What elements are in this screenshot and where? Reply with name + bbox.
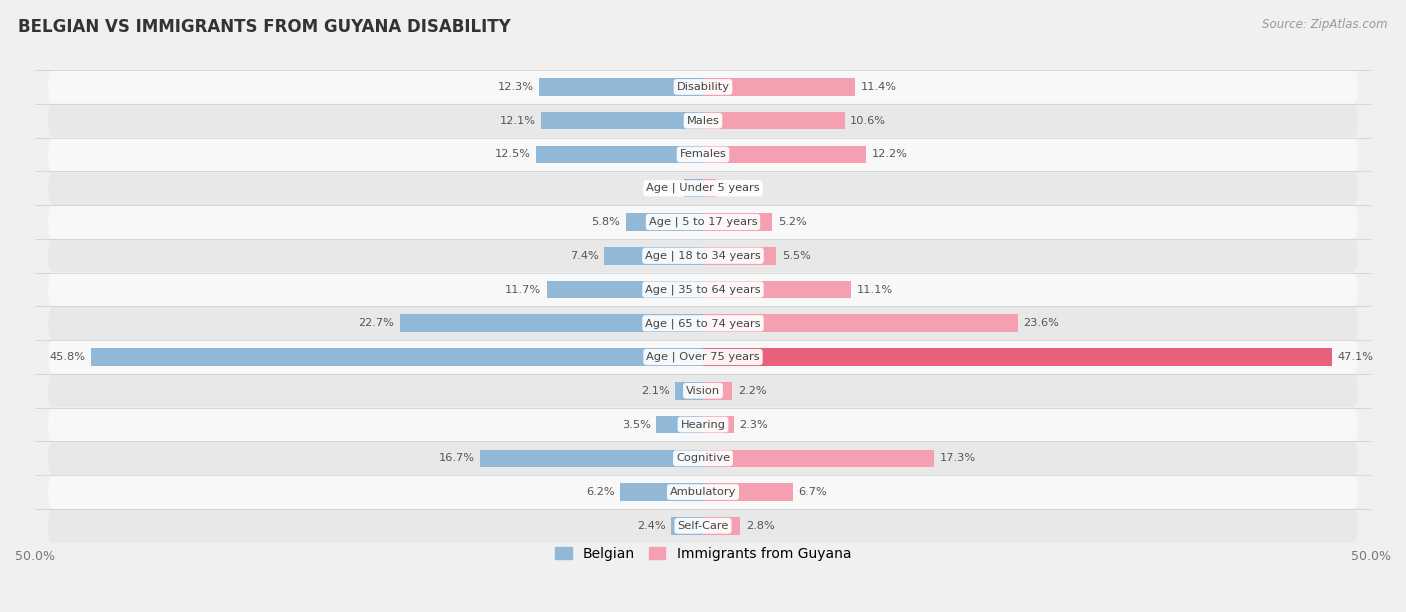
Text: Hearing: Hearing	[681, 420, 725, 430]
FancyBboxPatch shape	[48, 171, 1358, 205]
Bar	[547, 281, 703, 298]
Text: 2.4%: 2.4%	[637, 521, 665, 531]
FancyBboxPatch shape	[48, 272, 1358, 307]
Text: Males: Males	[686, 116, 720, 125]
Text: 16.7%: 16.7%	[439, 453, 475, 463]
Legend: Belgian, Immigrants from Guyana: Belgian, Immigrants from Guyana	[550, 542, 856, 567]
Text: 11.4%: 11.4%	[860, 82, 897, 92]
Bar	[703, 382, 733, 400]
Bar	[626, 213, 703, 231]
Text: 1.4%: 1.4%	[650, 183, 679, 193]
Text: 6.7%: 6.7%	[797, 487, 827, 497]
Bar	[620, 483, 703, 501]
Text: 12.3%: 12.3%	[498, 82, 533, 92]
Text: 23.6%: 23.6%	[1024, 318, 1060, 328]
FancyBboxPatch shape	[48, 509, 1358, 543]
Text: Age | Over 75 years: Age | Over 75 years	[647, 352, 759, 362]
FancyBboxPatch shape	[48, 408, 1358, 441]
Bar	[703, 281, 851, 298]
FancyBboxPatch shape	[48, 307, 1358, 340]
Bar	[703, 517, 741, 535]
FancyBboxPatch shape	[48, 70, 1358, 104]
Text: Age | 5 to 17 years: Age | 5 to 17 years	[648, 217, 758, 227]
Text: 12.2%: 12.2%	[872, 149, 907, 160]
Bar	[536, 146, 703, 163]
Text: 5.5%: 5.5%	[782, 251, 811, 261]
Bar	[685, 179, 703, 197]
FancyBboxPatch shape	[48, 475, 1358, 509]
Text: Source: ZipAtlas.com: Source: ZipAtlas.com	[1263, 18, 1388, 31]
Text: Females: Females	[679, 149, 727, 160]
Text: 22.7%: 22.7%	[359, 318, 395, 328]
Bar	[703, 247, 776, 264]
Bar	[703, 348, 1333, 366]
Text: 12.1%: 12.1%	[501, 116, 536, 125]
Text: Age | 18 to 34 years: Age | 18 to 34 years	[645, 250, 761, 261]
FancyBboxPatch shape	[48, 205, 1358, 239]
Bar	[703, 315, 1018, 332]
FancyBboxPatch shape	[48, 340, 1358, 374]
Bar	[703, 450, 934, 467]
Text: 5.2%: 5.2%	[778, 217, 807, 227]
Text: 11.7%: 11.7%	[505, 285, 541, 294]
Bar	[657, 416, 703, 433]
Text: 12.5%: 12.5%	[495, 149, 530, 160]
Bar	[703, 416, 734, 433]
Text: Age | Under 5 years: Age | Under 5 years	[647, 183, 759, 193]
Text: 2.1%: 2.1%	[641, 386, 669, 396]
FancyBboxPatch shape	[48, 374, 1358, 408]
Bar	[703, 483, 793, 501]
Text: Disability: Disability	[676, 82, 730, 92]
Text: 6.2%: 6.2%	[586, 487, 614, 497]
Bar	[479, 450, 703, 467]
Text: 2.8%: 2.8%	[745, 521, 775, 531]
Text: Age | 35 to 64 years: Age | 35 to 64 years	[645, 284, 761, 295]
Bar	[538, 78, 703, 95]
Bar	[703, 78, 855, 95]
Bar	[703, 112, 845, 130]
Text: Vision: Vision	[686, 386, 720, 396]
Bar	[671, 517, 703, 535]
Text: 5.8%: 5.8%	[592, 217, 620, 227]
Text: 10.6%: 10.6%	[851, 116, 886, 125]
Bar	[541, 112, 703, 130]
Text: Self-Care: Self-Care	[678, 521, 728, 531]
Text: BELGIAN VS IMMIGRANTS FROM GUYANA DISABILITY: BELGIAN VS IMMIGRANTS FROM GUYANA DISABI…	[18, 18, 510, 36]
Bar	[675, 382, 703, 400]
Text: 47.1%: 47.1%	[1337, 352, 1374, 362]
Text: 45.8%: 45.8%	[49, 352, 86, 362]
Bar	[605, 247, 703, 264]
Text: 7.4%: 7.4%	[569, 251, 599, 261]
Text: 2.3%: 2.3%	[740, 420, 768, 430]
Text: Cognitive: Cognitive	[676, 453, 730, 463]
Bar	[91, 348, 703, 366]
Bar	[703, 213, 772, 231]
FancyBboxPatch shape	[48, 239, 1358, 272]
Bar	[399, 315, 703, 332]
Text: Ambulatory: Ambulatory	[669, 487, 737, 497]
Text: 17.3%: 17.3%	[939, 453, 976, 463]
Text: 1.0%: 1.0%	[721, 183, 751, 193]
Text: 3.5%: 3.5%	[621, 420, 651, 430]
FancyBboxPatch shape	[48, 104, 1358, 138]
Bar	[703, 179, 717, 197]
Text: 11.1%: 11.1%	[856, 285, 893, 294]
FancyBboxPatch shape	[48, 441, 1358, 475]
Text: Age | 65 to 74 years: Age | 65 to 74 years	[645, 318, 761, 329]
Text: 2.2%: 2.2%	[738, 386, 766, 396]
Bar	[703, 146, 866, 163]
FancyBboxPatch shape	[48, 138, 1358, 171]
